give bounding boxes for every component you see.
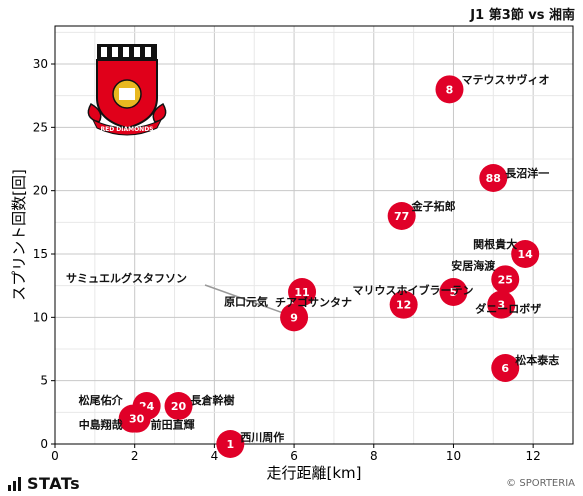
- x-tick-label: 8: [370, 449, 378, 463]
- player-name-label: 前田直輝: [151, 418, 195, 432]
- y-tick-label: 10: [33, 310, 48, 324]
- crest-tower: [145, 47, 151, 57]
- player-marker: [491, 354, 520, 382]
- player-number: 20: [171, 400, 187, 413]
- player-number: 6: [501, 362, 509, 375]
- player-name-label: 原口元気: [224, 294, 268, 308]
- player-name-label: 関根貴大: [473, 237, 517, 251]
- player-number: 12: [396, 299, 411, 312]
- player-number: 3: [497, 299, 505, 312]
- player-name-label: 金子拓郎: [411, 199, 456, 213]
- player-number: 77: [394, 210, 409, 223]
- x-tick-label: 2: [131, 449, 139, 463]
- annotation-label: サミュエルグスタフソン: [66, 271, 187, 285]
- player-name-label: 松本泰志: [515, 353, 559, 367]
- player-name-label: マテウスサヴィオ: [461, 72, 549, 86]
- annotations: サミュエルグスタフソン: [66, 271, 285, 315]
- y-tick-label: 20: [33, 184, 48, 198]
- player-marker: [389, 290, 418, 319]
- brand-text: STATs: [27, 474, 81, 493]
- crest-tower: [101, 47, 107, 57]
- player-marker: [387, 202, 416, 230]
- player-marker: [491, 265, 520, 294]
- credit-text: © SPORTERIA: [506, 478, 575, 489]
- player-number: 11: [294, 286, 309, 299]
- player-name-label: 松尾佑介: [79, 393, 124, 407]
- player-name-label: 長沼洋一: [505, 166, 549, 180]
- player-name-label: チアゴサンタナ: [275, 295, 352, 309]
- crest-ball-panel: [119, 88, 135, 100]
- x-tick-label: 4: [211, 449, 219, 463]
- player-number: 9: [290, 311, 298, 324]
- player-marker: [435, 75, 464, 104]
- player-name-label: 中島翔哉: [79, 418, 123, 432]
- player-marker: [439, 278, 468, 306]
- player-marker: [487, 290, 516, 319]
- player-number: 1: [226, 438, 234, 451]
- point-labels: マテウスサヴィオ長沼洋一金子拓郎関根貴大安居海渡マリウスホイブラーテンダニーロボ…: [79, 72, 560, 444]
- player-number: 14: [518, 248, 534, 261]
- y-tick-label: 5: [40, 374, 48, 388]
- y-tick-label: 15: [33, 247, 48, 261]
- player-number: 8: [446, 83, 454, 96]
- annotation-leader-line: [204, 284, 285, 315]
- crest-tower: [123, 47, 129, 57]
- crest-leaf-left: [87, 102, 102, 123]
- player-marker: [122, 404, 151, 433]
- x-axis-label: 走行距離[km]: [266, 464, 361, 482]
- player-name-label: マリウスホイブラーテン: [352, 283, 473, 297]
- player-number: 5: [450, 286, 458, 299]
- player-name-label: 安居海渡: [451, 258, 496, 272]
- player-name-label: ダニーロボザ: [475, 302, 541, 316]
- crest-tower: [134, 47, 140, 57]
- player-marker: [511, 240, 540, 268]
- player-name-label: 長倉幹樹: [191, 393, 235, 407]
- plot-frame: [54, 25, 574, 445]
- player-marker: [280, 303, 309, 332]
- player-name-label: 西川周作: [240, 430, 284, 444]
- x-tick-label: 6: [290, 449, 298, 463]
- crest-ribbon: [91, 118, 163, 136]
- player-number: 25: [498, 273, 513, 286]
- player-marker: [216, 430, 245, 458]
- y-tick-label: 30: [33, 57, 48, 71]
- club-crest-logo: RED DIAMONDS: [87, 44, 167, 136]
- player-number: 88: [486, 172, 501, 185]
- player-marker: [288, 278, 317, 306]
- player-marker: [164, 392, 193, 420]
- x-tick-label: 12: [526, 449, 541, 463]
- x-tick-label: 0: [51, 449, 59, 463]
- y-tick-label: 0: [40, 437, 48, 451]
- y-tick-label: 25: [33, 120, 48, 134]
- crest-ribbon-text: RED DIAMONDS: [100, 126, 153, 133]
- player-number: 30: [129, 413, 145, 426]
- y-axis-label: スプリント回数[回]: [10, 169, 28, 301]
- crest-tower: [112, 47, 118, 57]
- crest-leaf-right: [152, 102, 167, 123]
- data-points: 88877142551231196242013301: [118, 75, 540, 458]
- bars-icon: [8, 476, 21, 491]
- player-marker: [479, 164, 508, 192]
- header-title: J1 第3節 vs 湘南: [470, 8, 575, 23]
- x-tick-label: 10: [446, 449, 461, 463]
- stats-brand: STATs: [8, 474, 80, 493]
